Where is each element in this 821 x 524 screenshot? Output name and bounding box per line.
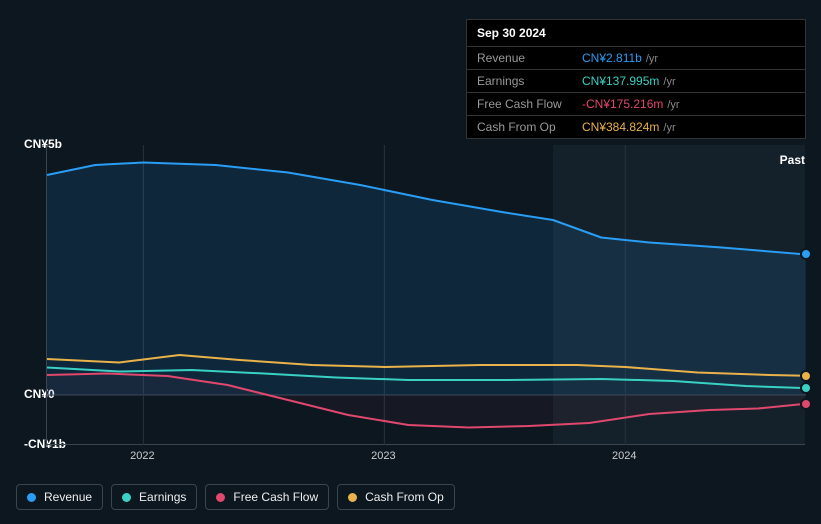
tooltip-row-value: -CN¥175.216m/yr [582, 93, 690, 115]
tooltip-row-label: Free Cash Flow [467, 93, 582, 115]
tooltip-row-label: Revenue [467, 47, 582, 69]
tooltip-row-value: CN¥384.824m/yr [582, 116, 686, 138]
tooltip-row: RevenueCN¥2.811b/yr [467, 47, 805, 70]
legend-dot-icon [27, 493, 36, 502]
tooltip-row-label: Cash From Op [467, 116, 582, 138]
series-end-dot [800, 398, 812, 410]
tooltip-row-value: CN¥137.995m/yr [582, 70, 686, 92]
tooltip-row: Cash From OpCN¥384.824m/yr [467, 116, 805, 138]
legend-dot-icon [348, 493, 357, 502]
tooltip-row-value: CN¥2.811b/yr [582, 47, 668, 69]
legend: Revenue Earnings Free Cash Flow Cash From O… [16, 484, 455, 510]
tooltip-row-label: Earnings [467, 70, 582, 92]
x-tick-label: 2023 [371, 450, 395, 462]
tooltip-row: Free Cash Flow-CN¥175.216m/yr [467, 93, 805, 116]
legend-item[interactable]: Cash From Op [337, 484, 455, 510]
series-end-dot [800, 382, 812, 394]
x-axis-labels: 2022 2023 2024 [46, 450, 805, 470]
legend-label: Cash From Op [365, 490, 444, 504]
legend-label: Earnings [139, 490, 186, 504]
legend-item[interactable]: Free Cash Flow [205, 484, 329, 510]
x-tick-label: 2022 [130, 450, 154, 462]
tooltip-rows: RevenueCN¥2.811b/yrEarningsCN¥137.995m/y… [467, 47, 805, 138]
legend-label: Free Cash Flow [233, 490, 318, 504]
legend-dot-icon [122, 493, 131, 502]
chart-svg [47, 145, 805, 444]
legend-dot-icon [216, 493, 225, 502]
chart-tooltip: Sep 30 2024 RevenueCN¥2.811b/yrEarningsC… [466, 19, 806, 139]
tooltip-date: Sep 30 2024 [467, 20, 805, 47]
tooltip-row: EarningsCN¥137.995m/yr [467, 70, 805, 93]
x-tick-label: 2024 [612, 450, 636, 462]
legend-item[interactable]: Earnings [111, 484, 197, 510]
legend-label: Revenue [44, 490, 92, 504]
series-end-dot [800, 248, 812, 260]
legend-item[interactable]: Revenue [16, 484, 103, 510]
series-end-dot [800, 370, 812, 382]
plot-area: Past [46, 145, 805, 445]
